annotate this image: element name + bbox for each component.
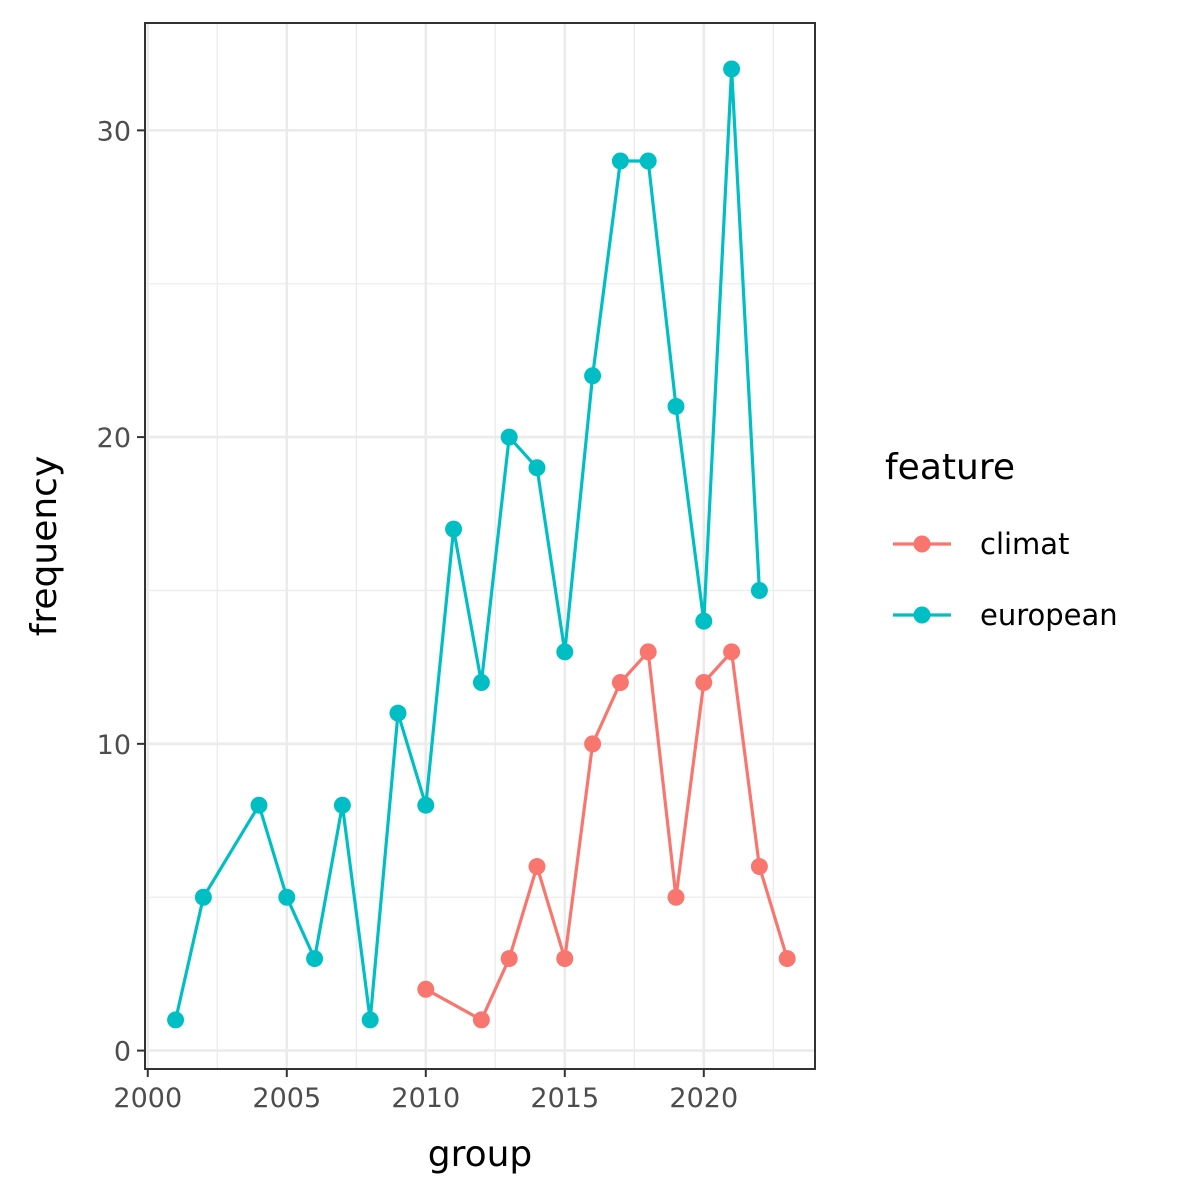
data-point-climat xyxy=(778,950,796,968)
data-point-european xyxy=(167,1011,185,1029)
data-point-european xyxy=(556,643,574,661)
series-layer xyxy=(167,60,796,1029)
data-point-european xyxy=(278,888,296,906)
data-point-european xyxy=(500,428,518,446)
x-tick-label: 2005 xyxy=(252,1083,321,1114)
x-tick-label: 2020 xyxy=(669,1083,738,1114)
panel-background xyxy=(145,23,815,1069)
x-tick-labels: 2000 2005 2010 2015 2020 xyxy=(113,1083,738,1114)
y-tick-label: 20 xyxy=(97,423,131,454)
data-point-climat xyxy=(723,643,741,661)
series-climat xyxy=(417,643,796,1029)
data-point-european xyxy=(250,796,268,814)
data-point-european xyxy=(445,520,463,538)
data-point-climat xyxy=(417,980,435,998)
data-point-european xyxy=(584,367,602,385)
data-point-european xyxy=(639,152,657,170)
data-point-european xyxy=(472,674,490,692)
legend-items: climat european xyxy=(893,527,1118,632)
data-point-european xyxy=(695,612,713,630)
data-point-climat xyxy=(695,674,713,692)
x-tick-label: 2015 xyxy=(530,1083,599,1114)
y-tick-label: 0 xyxy=(114,1037,131,1068)
x-tick-label: 2010 xyxy=(391,1083,460,1114)
data-point-climat xyxy=(528,858,546,876)
legend-item-european: european xyxy=(893,598,1118,632)
legend-label: climat xyxy=(980,527,1069,561)
data-point-european xyxy=(611,152,629,170)
series-european xyxy=(167,60,768,1029)
data-point-climat xyxy=(556,950,574,968)
data-point-climat xyxy=(750,858,768,876)
data-point-european xyxy=(194,888,212,906)
y-tick-label: 10 xyxy=(97,730,131,761)
legend-label: european xyxy=(980,598,1118,632)
panel-border xyxy=(144,22,816,1070)
data-point-climat xyxy=(584,735,602,753)
data-point-european xyxy=(528,459,546,477)
y-tick-labels: 0 10 20 30 xyxy=(97,116,131,1067)
data-point-climat xyxy=(639,643,657,661)
data-point-european xyxy=(306,950,324,968)
legend-item-climat: climat xyxy=(893,527,1069,561)
axis-ticks xyxy=(137,129,705,1077)
y-axis-title: frequency xyxy=(24,456,65,637)
x-tick-label: 2000 xyxy=(113,1083,182,1114)
data-point-european xyxy=(417,796,435,814)
data-point-european xyxy=(389,704,407,722)
data-point-european xyxy=(750,581,768,599)
data-point-european xyxy=(667,397,685,415)
legend: feature climat european xyxy=(885,447,1118,632)
x-axis-title: group xyxy=(428,1134,533,1175)
data-point-climat xyxy=(611,674,629,692)
legend-marker xyxy=(913,606,931,624)
legend-title: feature xyxy=(885,447,1015,488)
data-point-european xyxy=(723,60,741,78)
data-point-climat xyxy=(472,1011,490,1029)
data-point-european xyxy=(361,1011,379,1029)
data-point-climat xyxy=(500,950,518,968)
y-tick-label: 30 xyxy=(97,116,131,147)
legend-marker xyxy=(913,535,931,553)
data-point-climat xyxy=(667,888,685,906)
data-point-european xyxy=(333,796,351,814)
